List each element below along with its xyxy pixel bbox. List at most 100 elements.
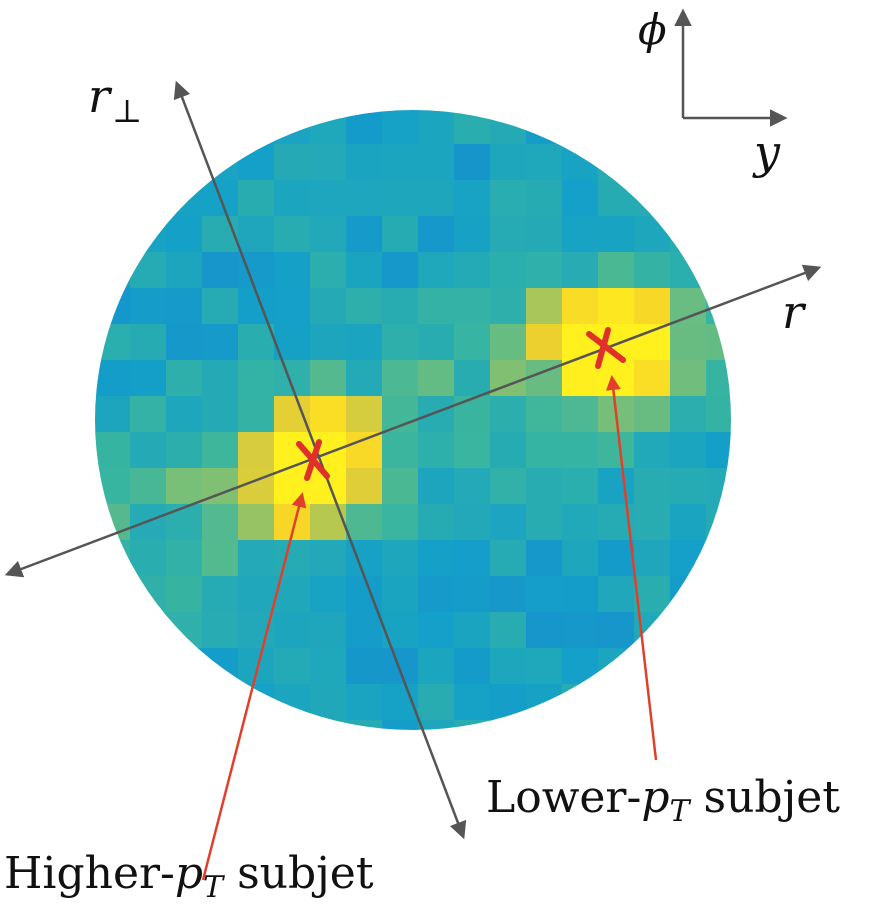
heatmap-pixel [634, 432, 671, 469]
heatmap-pixel [310, 720, 347, 730]
heatmap-pixel [634, 288, 671, 325]
heatmap-pixel [310, 324, 347, 361]
heatmap-pixel [706, 540, 731, 577]
heatmap-pixel [670, 144, 707, 181]
heatmap-pixel [130, 144, 167, 181]
heatmap-pixel [670, 540, 707, 577]
heatmap-pixel [454, 468, 491, 505]
heatmap-pixel [166, 720, 203, 730]
heatmap-pixel [166, 504, 203, 541]
phi-label: ϕ [638, 5, 667, 54]
heatmap-pixel [130, 432, 167, 469]
heatmap-pixel [130, 576, 167, 613]
heatmap-pixel [95, 288, 131, 325]
heatmap-pixel [166, 396, 203, 433]
heatmap-pixel [310, 288, 347, 325]
heatmap-pixel [346, 216, 383, 253]
heatmap-pixel [526, 252, 563, 289]
heatmap-pixel [562, 324, 599, 361]
heatmap-pixel [526, 684, 563, 721]
heatmap-pixel [166, 684, 203, 721]
heatmap-pixel [670, 576, 707, 613]
heatmap-pixel [274, 468, 311, 505]
heatmap-pixel [490, 576, 527, 613]
heatmap-pixel [238, 648, 275, 685]
heatmap-pixel [274, 648, 311, 685]
heatmap-pixel [418, 612, 455, 649]
heatmap-pixel [634, 576, 671, 613]
heatmap-pixel [634, 144, 671, 181]
heatmap-pixel [634, 216, 671, 253]
heatmap-pixel [202, 110, 239, 145]
heatmap-pixel [526, 324, 563, 361]
heatmap-pixel [238, 684, 275, 721]
heatmap-pixel [95, 360, 131, 397]
heatmap-pixel [130, 180, 167, 217]
heatmap-pixel [598, 720, 635, 730]
heatmap-pixel [95, 468, 131, 505]
heatmap-pixel [382, 252, 419, 289]
heatmap-pixel [418, 252, 455, 289]
heatmap-pixel [562, 360, 599, 397]
heatmap-pixel [562, 216, 599, 253]
heatmap-pixel [274, 180, 311, 217]
heatmap-pixel [706, 360, 731, 397]
heatmap-pixel [454, 252, 491, 289]
heatmap-pixel [670, 396, 707, 433]
heatmap-pixel [454, 360, 491, 397]
heatmap-pixel [562, 396, 599, 433]
heatmap-pixel [346, 252, 383, 289]
heatmap-pixel [670, 504, 707, 541]
heatmap-pixel [95, 576, 131, 613]
higher-pt-annotation-arrow [201, 492, 307, 881]
heatmap-pixel [95, 216, 131, 253]
heatmap-pixel [418, 468, 455, 505]
heatmap-pixel [166, 216, 203, 253]
heatmap-pixel [490, 324, 527, 361]
heatmap-pixel [346, 144, 383, 181]
heatmap-pixel [634, 396, 671, 433]
heatmap-pixel [310, 180, 347, 217]
heatmap-pixel [274, 216, 311, 253]
heatmap-pixel [490, 180, 527, 217]
heatmap-pixel [274, 144, 311, 181]
heatmap-pixel [274, 288, 311, 325]
heatmap-pixel [418, 288, 455, 325]
heatmap-pixel [562, 540, 599, 577]
heatmap-pixel [490, 612, 527, 649]
heatmap-pixel [634, 540, 671, 577]
heatmap-pixel [418, 360, 455, 397]
heatmap-pixel [346, 612, 383, 649]
heatmap-pixel [634, 504, 671, 541]
heatmap-pixel [562, 432, 599, 469]
principal-axes [4, 80, 822, 840]
heatmap-pixel [562, 576, 599, 613]
heatmap-pixel [526, 612, 563, 649]
heatmap-pixel [274, 720, 311, 730]
lower-pt-subjet-marker [586, 327, 626, 369]
heatmap-pixel [562, 110, 599, 145]
heatmap-pixel [598, 648, 635, 685]
heatmap-pixel [130, 216, 167, 253]
reference-frame [674, 8, 788, 127]
r-axis [4, 264, 822, 578]
heatmap-pixel [418, 144, 455, 181]
heatmap-pixel [202, 540, 239, 577]
heatmap-pixel [598, 612, 635, 649]
heatmap-pixel [706, 144, 731, 181]
heatmap-pixel [382, 144, 419, 181]
heatmap-pixel [130, 360, 167, 397]
heatmap-pixel [490, 648, 527, 685]
heatmap-pixel [382, 540, 419, 577]
heatmap-pixel [166, 540, 203, 577]
heatmap-pixel [130, 540, 167, 577]
heatmap-pixel [310, 396, 347, 433]
heatmap-pixel [382, 324, 419, 361]
heatmap-pixel [382, 720, 419, 730]
heatmap-pixel [418, 180, 455, 217]
heatmap-pixel [562, 180, 599, 217]
heatmap-pixel [310, 252, 347, 289]
heatmap-pixel [670, 360, 707, 397]
heatmap-pixel [598, 216, 635, 253]
